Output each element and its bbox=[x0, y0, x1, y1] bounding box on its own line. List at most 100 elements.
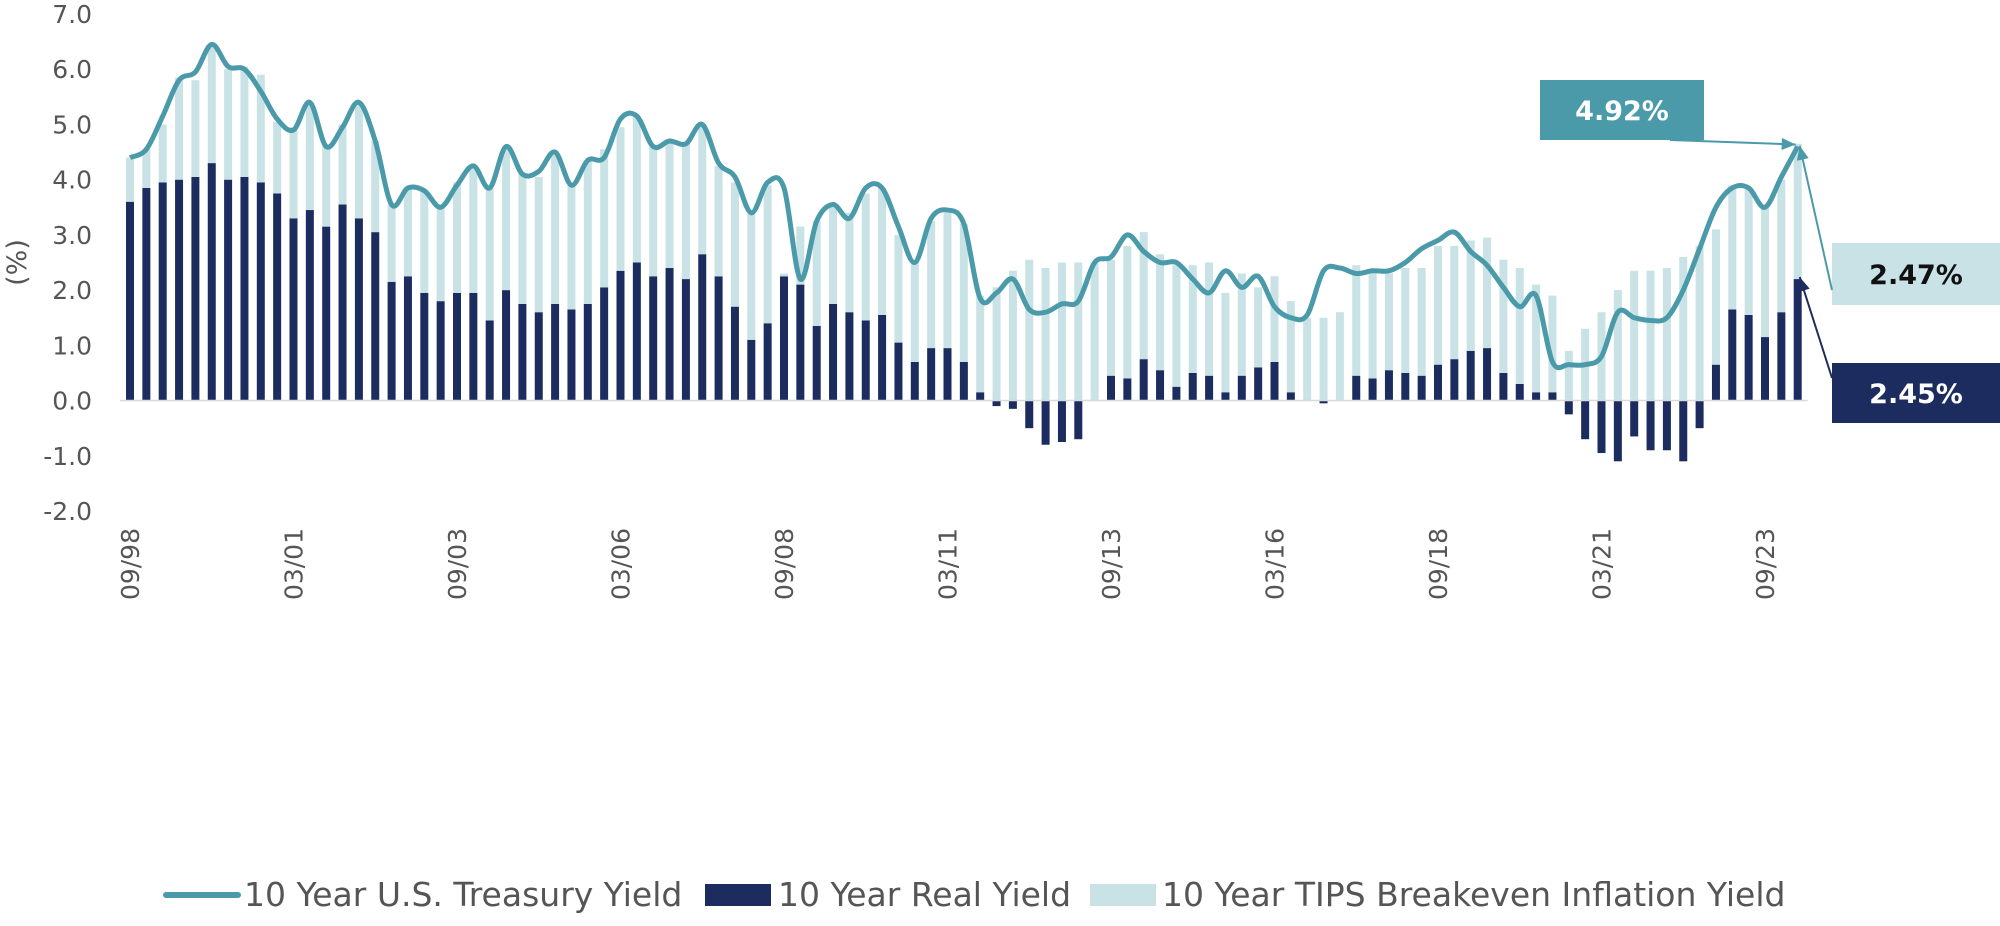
breakeven-bar bbox=[1123, 245, 1132, 379]
real-yield-bar bbox=[1483, 348, 1492, 401]
real-yield-bar bbox=[1319, 400, 1328, 404]
real-yield-bar bbox=[289, 218, 298, 401]
real-yield-bar bbox=[1205, 375, 1214, 401]
real-yield-bar bbox=[551, 303, 560, 401]
breakeven-bar bbox=[665, 141, 674, 269]
real-yield-bar bbox=[387, 281, 396, 401]
breakeven-bar bbox=[1384, 273, 1393, 371]
breakeven-bar bbox=[1744, 187, 1753, 315]
breakeven-bar bbox=[126, 157, 134, 202]
real-yield-bar bbox=[632, 262, 641, 401]
real-yield-bar bbox=[1761, 337, 1769, 401]
y-tick-label: 5.0 bbox=[52, 110, 92, 139]
real-yield-bar bbox=[1532, 392, 1541, 401]
breakeven-bar bbox=[453, 182, 461, 293]
breakeven-bar bbox=[714, 165, 723, 277]
breakeven-bar bbox=[583, 160, 592, 304]
legend-item: 10 Year U.S. Treasury Yield bbox=[163, 875, 682, 914]
real-yield-bar bbox=[240, 176, 249, 401]
breakeven-bar bbox=[224, 69, 233, 180]
breakeven-bar bbox=[1074, 262, 1083, 401]
breakeven-bar bbox=[845, 212, 854, 313]
real-yield-bar bbox=[681, 279, 690, 401]
real-yield-bar bbox=[845, 312, 854, 401]
real-yield-bar bbox=[698, 254, 707, 401]
real-yield-bar bbox=[485, 320, 494, 401]
breakeven-bar bbox=[927, 221, 936, 349]
y-tick-label: 2.0 bbox=[52, 276, 92, 305]
real-yield-bar bbox=[812, 326, 821, 401]
breakeven-bar bbox=[403, 187, 412, 277]
breakeven-bar bbox=[567, 185, 576, 310]
x-tick-label: 09/98 bbox=[116, 528, 145, 600]
breakeven-bar bbox=[1711, 229, 1720, 365]
real-yield-bar bbox=[976, 392, 985, 401]
breakeven-bar bbox=[992, 287, 1001, 401]
real-yield-bar bbox=[861, 320, 870, 401]
real-yield-bar bbox=[714, 276, 723, 401]
real-yield-bar bbox=[207, 163, 216, 401]
real-yield-bar bbox=[649, 276, 658, 401]
breakeven-bar bbox=[632, 116, 641, 263]
breakeven-bar bbox=[273, 121, 282, 194]
real-yield-bar bbox=[1597, 400, 1606, 454]
real-yield-bar bbox=[1057, 400, 1066, 442]
real-yield-bar bbox=[1450, 359, 1459, 401]
breakeven-bar bbox=[1499, 259, 1508, 373]
real-yield-bar bbox=[1286, 392, 1295, 401]
y-tick-label: 3.0 bbox=[52, 221, 92, 250]
real-yield-bar bbox=[992, 400, 1001, 407]
breakeven-bar bbox=[894, 234, 903, 343]
breakeven-bar bbox=[1679, 256, 1688, 401]
real-yield-bar bbox=[600, 287, 609, 401]
breakeven-bar bbox=[1237, 273, 1246, 376]
breakeven-bar bbox=[1270, 276, 1279, 362]
legend-item: 10 Year TIPS Breakeven Inflation Yield bbox=[1090, 875, 1785, 914]
real-yield-bar bbox=[1270, 361, 1279, 401]
real-yield-bar bbox=[1434, 364, 1442, 401]
breakeven-bar bbox=[763, 185, 772, 324]
real-yield-bar bbox=[1646, 400, 1655, 451]
real-yield-bar bbox=[1384, 370, 1393, 401]
breakeven-bar bbox=[1793, 143, 1802, 280]
breakeven-bar bbox=[1172, 265, 1181, 387]
callouts-group: 4.92% 2.47% 2.45% bbox=[1540, 80, 2000, 423]
real-yield-bar bbox=[1401, 372, 1410, 401]
callout-label: 2.47% bbox=[1869, 260, 1963, 291]
breakeven-bar bbox=[436, 207, 445, 302]
bars-group bbox=[126, 44, 1802, 462]
breakeven-bar bbox=[240, 66, 249, 177]
real-yield-bar bbox=[567, 309, 576, 401]
legend-bar-swatch bbox=[1090, 884, 1156, 906]
breakeven-bar bbox=[289, 127, 298, 219]
real-yield-bar bbox=[796, 284, 805, 401]
real-yield-bar bbox=[1254, 367, 1263, 401]
real-yield-bar bbox=[534, 312, 543, 401]
breakeven-bar bbox=[518, 174, 527, 304]
legend: 10 Year U.S. Treasury Yield 10 Year Real … bbox=[163, 875, 1785, 914]
real-yield-bar bbox=[273, 193, 282, 401]
breakeven-bar bbox=[649, 146, 658, 277]
real-yield-bar bbox=[1025, 400, 1034, 429]
breakeven-bar bbox=[534, 176, 543, 313]
real-yield-bar bbox=[322, 226, 331, 401]
real-yield-bar bbox=[763, 323, 772, 401]
real-yield-bar bbox=[1123, 378, 1132, 401]
real-yield-bar bbox=[1368, 378, 1377, 401]
breakeven-bar bbox=[322, 146, 331, 227]
callout-box bbox=[1832, 363, 2000, 423]
real-yield-bar bbox=[191, 176, 200, 401]
breakeven-bar bbox=[1417, 268, 1426, 376]
breakeven-bar bbox=[829, 207, 838, 304]
breakeven-bar bbox=[1630, 270, 1639, 401]
breakeven-bar bbox=[1728, 185, 1737, 310]
x-tick-label: 03/11 bbox=[934, 528, 963, 600]
breakeven-bar bbox=[371, 141, 380, 233]
breakeven-bar bbox=[1107, 259, 1115, 376]
real-yield-bar bbox=[1499, 372, 1508, 401]
y-tick-label: 1.0 bbox=[52, 331, 92, 360]
real-yield-bar bbox=[1515, 383, 1524, 401]
breakeven-bar bbox=[1254, 287, 1263, 368]
x-tick-label: 09/08 bbox=[770, 528, 799, 600]
breakeven-bar bbox=[485, 187, 494, 321]
